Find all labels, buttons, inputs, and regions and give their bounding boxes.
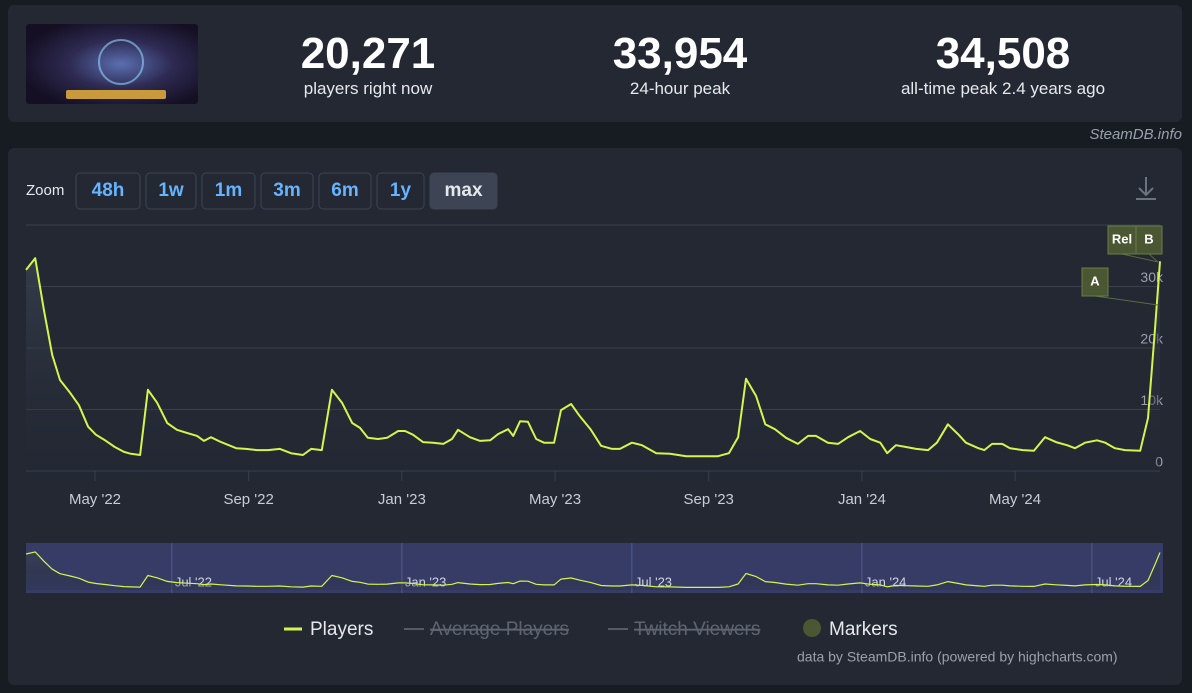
zoom-button-label[interactable]: 1m xyxy=(215,180,242,201)
legend-label[interactable]: Average Players xyxy=(430,619,569,640)
stats-panel: 20,271 players right now 33,954 24-hour pe… xyxy=(8,5,1182,122)
zoom-button[interactable] xyxy=(145,172,197,210)
stat-label: all-time peak 2.4 years ago xyxy=(900,79,1106,98)
stat: 34,508 all-time peak 2.4 years ago xyxy=(853,29,1153,99)
credits: data by SteamDB.info (powered by highcha… xyxy=(797,649,1118,665)
download-icon[interactable] xyxy=(1136,177,1156,200)
stat: 20,271 players right now xyxy=(218,29,518,99)
zoom-buttons: 48h 1w 1m 3m 6m 1y max xyxy=(75,172,498,210)
zoom-label: Zoom xyxy=(26,182,64,199)
source-link[interactable]: SteamDB.info xyxy=(1089,126,1182,143)
legend-label[interactable]: Players xyxy=(310,619,373,640)
marker[interactable] xyxy=(1107,225,1137,255)
marker-line xyxy=(1121,253,1159,263)
zoom-button[interactable] xyxy=(318,172,372,210)
y-tick-label: 30k xyxy=(1140,269,1164,285)
zoom-button[interactable] xyxy=(260,172,314,210)
legend-symbol xyxy=(803,619,821,637)
series-line-area xyxy=(26,258,1160,471)
stat-value: 33,954 xyxy=(612,29,748,78)
zoom-button[interactable] xyxy=(376,172,425,210)
chart-panel xyxy=(8,148,1182,685)
x-tick-label: Sep '23 xyxy=(683,491,733,508)
x-tick-label: Jan '23 xyxy=(378,491,426,508)
marker[interactable] xyxy=(1081,267,1109,297)
stat-value: 34,508 xyxy=(935,29,1071,78)
navigator-line xyxy=(25,551,1161,588)
zoom-button-label[interactable]: 1w xyxy=(158,180,184,201)
x-tick-label: May '22 xyxy=(69,491,121,508)
marker-label[interactable]: B xyxy=(1144,231,1153,246)
y-tick-label: 20k xyxy=(1140,331,1164,347)
stat: 33,954 24-hour peak xyxy=(530,29,830,99)
zoom-button[interactable] xyxy=(201,172,256,210)
zoom-button-label[interactable]: 48h xyxy=(92,180,125,201)
zoom-button-label[interactable]: max xyxy=(444,180,482,201)
stat-label: 24-hour peak xyxy=(629,79,731,98)
x-tick-label: May '23 xyxy=(529,491,581,508)
legend-label[interactable]: Markers xyxy=(829,619,898,640)
series-line xyxy=(25,257,1161,458)
marker-label[interactable]: A xyxy=(1090,273,1100,288)
stat-value: 20,271 xyxy=(300,29,436,78)
game-image[interactable] xyxy=(26,24,198,104)
legend-label[interactable]: Twitch Viewers xyxy=(634,619,760,640)
navigator-line-area xyxy=(26,551,1160,590)
marker[interactable] xyxy=(1135,225,1163,255)
stat-label: players right now xyxy=(303,79,433,98)
zoom-button-label[interactable]: 3m xyxy=(273,180,300,201)
marker-label[interactable]: Rel xyxy=(1112,231,1132,246)
marker-line xyxy=(1094,295,1159,306)
zoom-button[interactable] xyxy=(75,172,141,210)
x-tick-label: May '24 xyxy=(989,491,1041,508)
marker-line xyxy=(1148,253,1159,263)
x-tick-label: Jan '24 xyxy=(838,491,886,508)
zoom-button[interactable] xyxy=(429,172,498,210)
x-tick-label: Sep '22 xyxy=(223,491,273,508)
zoom-button-label[interactable]: 6m xyxy=(331,180,358,201)
zoom-button-label[interactable]: 1y xyxy=(390,180,412,201)
